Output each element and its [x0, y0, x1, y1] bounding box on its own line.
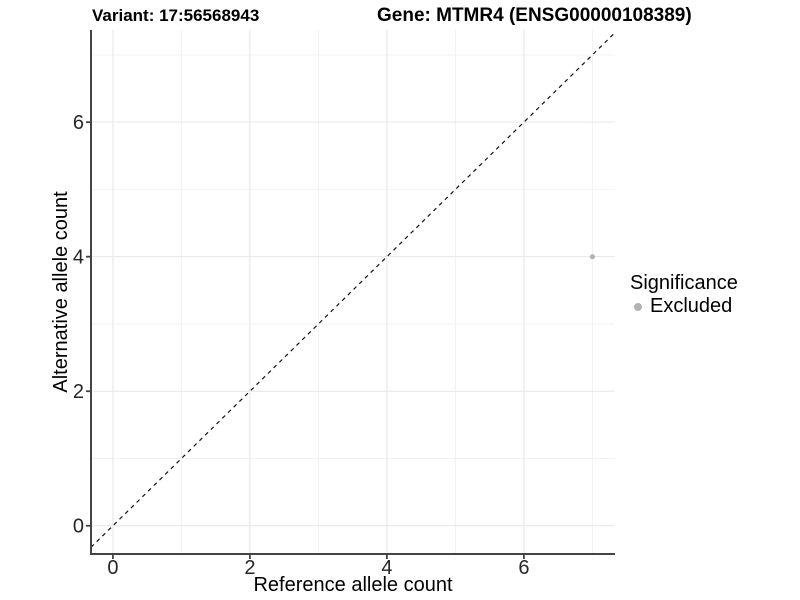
identity-line-layer — [90, 32, 616, 548]
variant-title: Variant: 17:56568943 — [92, 6, 260, 25]
legend: Significance Excluded — [630, 272, 738, 318]
data-point — [589, 254, 595, 260]
y-tick-label: 6 — [73, 112, 84, 134]
gridlines — [91, 30, 615, 554]
legend-point-icon — [634, 302, 642, 311]
x-tick-label: 6 — [518, 557, 529, 579]
y-tick-label: 4 — [73, 247, 84, 269]
gene-title: Gene: MTMR4 (ENSG00000108389) — [377, 5, 692, 26]
identity-line — [90, 32, 616, 548]
data-points-layer — [589, 254, 595, 260]
x-tick-label: 2 — [244, 557, 255, 579]
x-tick-label: 4 — [381, 557, 392, 579]
legend-item-label: Excluded — [650, 295, 733, 317]
axes-layer — [86, 30, 615, 559]
x-tick-label: 0 — [107, 557, 118, 579]
y-axis-title: Alternative allele count — [50, 191, 72, 393]
y-tick-label: 0 — [73, 516, 84, 538]
legend-item-excluded: Excluded — [634, 295, 738, 318]
legend-title: Significance — [630, 272, 738, 294]
tick-labels-layer: 0 2 4 6 0 2 4 6 — [73, 112, 530, 579]
y-tick-label: 2 — [73, 381, 84, 403]
x-axis-title: Reference allele count — [253, 574, 452, 596]
